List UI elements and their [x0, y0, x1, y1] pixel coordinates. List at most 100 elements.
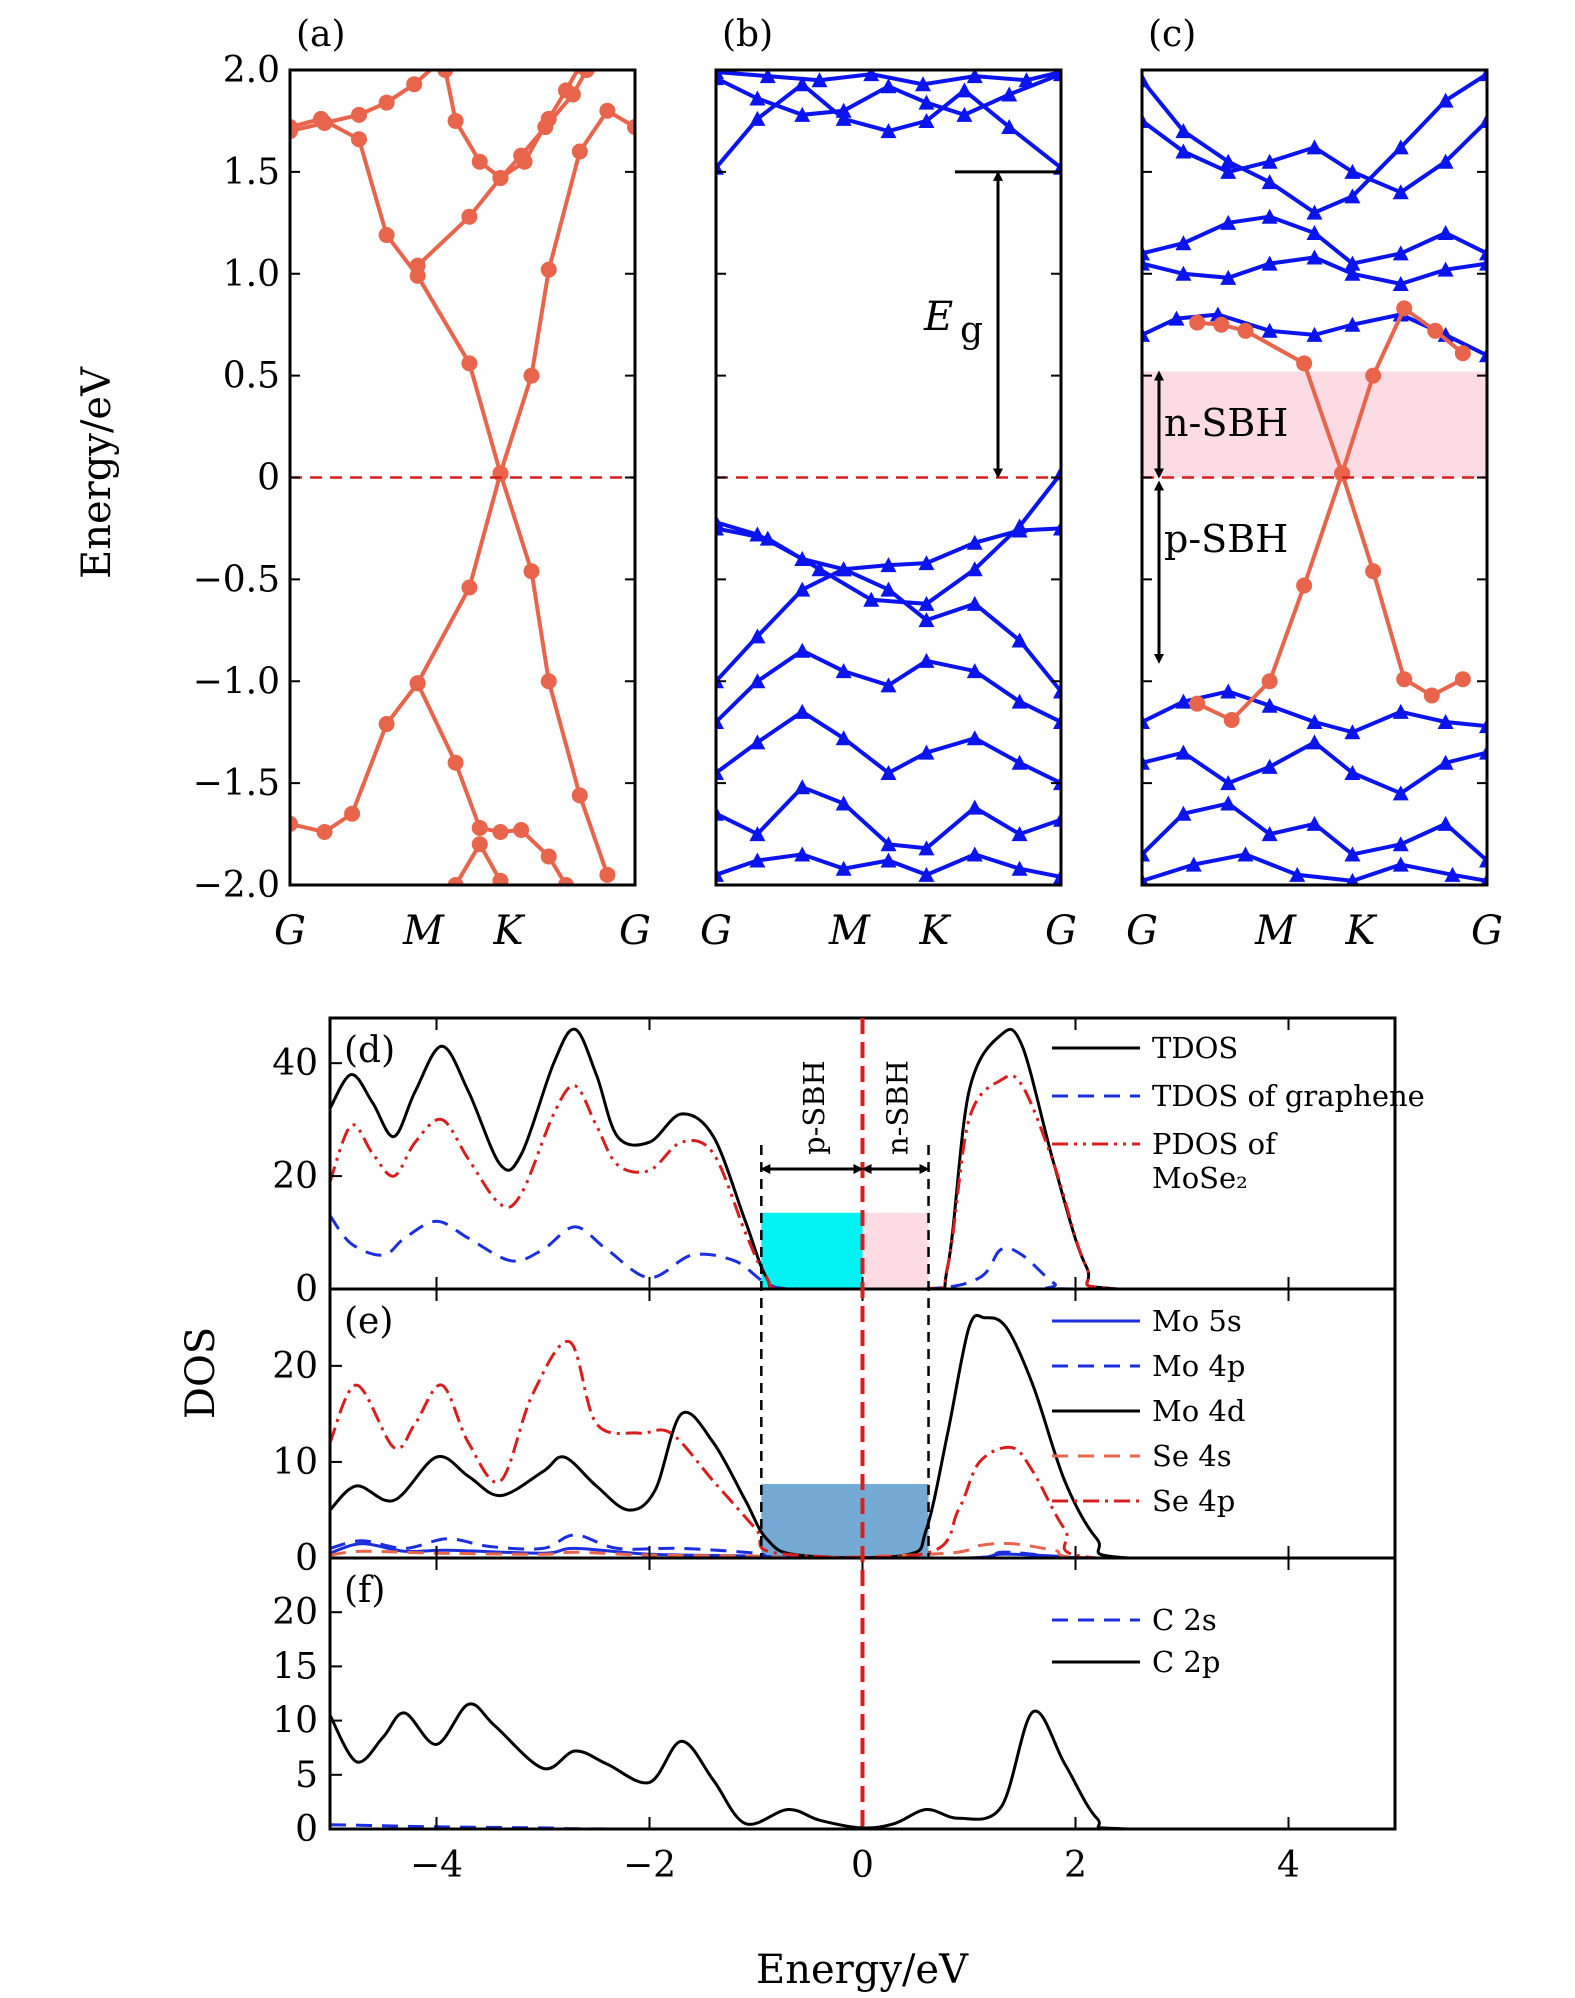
- y-tick-label: 5: [295, 1755, 318, 1796]
- y-tick-label: 20: [272, 1592, 318, 1633]
- band-marker: [1053, 70, 1061, 80]
- band-marker: [1392, 703, 1409, 719]
- band-marker: [1392, 245, 1409, 261]
- band-marker: [716, 70, 724, 80]
- legend-label: C 2p: [1152, 1645, 1220, 1679]
- band-marker: [1142, 72, 1150, 88]
- y-tick-label: 1.0: [223, 254, 280, 295]
- graphene-band-marker: [1396, 671, 1413, 688]
- band-marker: [880, 123, 897, 139]
- k-point-label: G: [1126, 908, 1158, 954]
- band-marker: [966, 70, 983, 84]
- band-marker: [1261, 826, 1278, 842]
- band-marker: [540, 848, 557, 865]
- band-marker: [540, 261, 557, 278]
- band-marker: [1011, 860, 1028, 876]
- band-marker: [1437, 261, 1454, 277]
- band-marker: [1175, 265, 1192, 281]
- y-tick-label: −1.0: [193, 661, 280, 702]
- x-tick-label: −2: [623, 1845, 676, 1886]
- band-marker: [1053, 811, 1061, 827]
- band-marker: [1001, 86, 1018, 102]
- band-marker: [966, 846, 983, 862]
- band-marker: [749, 826, 766, 842]
- band-line: [1142, 740, 1487, 796]
- band-marker: [1142, 846, 1150, 862]
- band-marker: [1479, 112, 1487, 128]
- band-marker: [835, 663, 852, 679]
- band-marker: [1392, 139, 1409, 155]
- band-marker: [1444, 866, 1461, 882]
- band-marker: [749, 734, 766, 750]
- band-marker: [1437, 754, 1454, 770]
- gap-fill: [761, 1484, 929, 1558]
- band-marker: [1306, 714, 1323, 729]
- band-marker: [1011, 693, 1028, 709]
- band-marker: [1142, 714, 1150, 729]
- band-marker: [1011, 754, 1028, 770]
- band-marker: [1237, 846, 1254, 862]
- legend-label: PDOS of: [1152, 1127, 1278, 1161]
- graphene-band-marker: [1296, 355, 1313, 372]
- y-tick-label: 15: [272, 1646, 318, 1687]
- y-tick-label: 20: [272, 1346, 318, 1387]
- band-marker: [1306, 815, 1323, 831]
- band-marker: [716, 514, 724, 530]
- band-marker: [1392, 184, 1409, 200]
- band-marker: [749, 90, 766, 106]
- y-tick-label: 10: [272, 1442, 318, 1483]
- y-tick-label: 20: [272, 1156, 318, 1197]
- band-marker: [1220, 153, 1237, 169]
- band-marker: [1344, 316, 1361, 332]
- band-marker: [571, 787, 588, 804]
- band-marker: [1261, 322, 1278, 338]
- band-marker: [1220, 775, 1237, 791]
- band-marker: [880, 764, 897, 780]
- band-line: [290, 466, 610, 876]
- panel-label: (d): [344, 1030, 395, 1071]
- y-tick-label: −1.5: [193, 763, 280, 804]
- band-marker: [918, 612, 935, 628]
- dos-curve: [330, 1313, 1395, 1558]
- band-marker: [966, 561, 983, 577]
- band-marker: [1344, 846, 1361, 862]
- band-marker: [880, 677, 897, 693]
- band-marker: [1479, 70, 1487, 82]
- band-marker: [918, 555, 935, 571]
- band-lines: [290, 70, 635, 885]
- band-marker: [1142, 872, 1149, 885]
- panel-label-a: (a): [296, 14, 346, 55]
- band-marker: [564, 86, 581, 103]
- band-marker: [1261, 697, 1278, 713]
- n-sbh-fill: [862, 1212, 929, 1289]
- legend-label: Se 4p: [1152, 1484, 1235, 1518]
- band-marker: [794, 76, 811, 92]
- k-point-label: G: [274, 908, 306, 954]
- band-marker: [1261, 153, 1278, 169]
- band-marker: [461, 355, 478, 372]
- band-marker: [409, 257, 426, 274]
- legend-label: MoSe₂: [1152, 1161, 1248, 1195]
- legend-label: TDOS of graphene: [1152, 1079, 1425, 1113]
- band-marker: [492, 465, 509, 482]
- dos-lines: [330, 1027, 1395, 1289]
- band-marker: [578, 70, 595, 78]
- graphene-band-marker: [1365, 563, 1382, 580]
- graphene-band-marker: [1189, 314, 1206, 331]
- band-marker: [716, 805, 724, 821]
- y-tick-label: 0.5: [223, 356, 280, 397]
- band-marker: [716, 714, 724, 729]
- band-marker: [1175, 123, 1192, 139]
- band-marker: [1168, 310, 1185, 326]
- band-marker: [918, 112, 935, 128]
- band-marker: [1479, 852, 1487, 868]
- band-marker: [759, 70, 776, 84]
- band-marker: [558, 877, 574, 885]
- band-marker: [794, 106, 811, 122]
- band-marker: [571, 143, 588, 160]
- dos-lines: [330, 1702, 1395, 1829]
- band-marker: [1437, 815, 1454, 831]
- k-point-label: K: [493, 908, 526, 954]
- band-marker: [1053, 714, 1061, 729]
- band-marker: [1142, 255, 1150, 271]
